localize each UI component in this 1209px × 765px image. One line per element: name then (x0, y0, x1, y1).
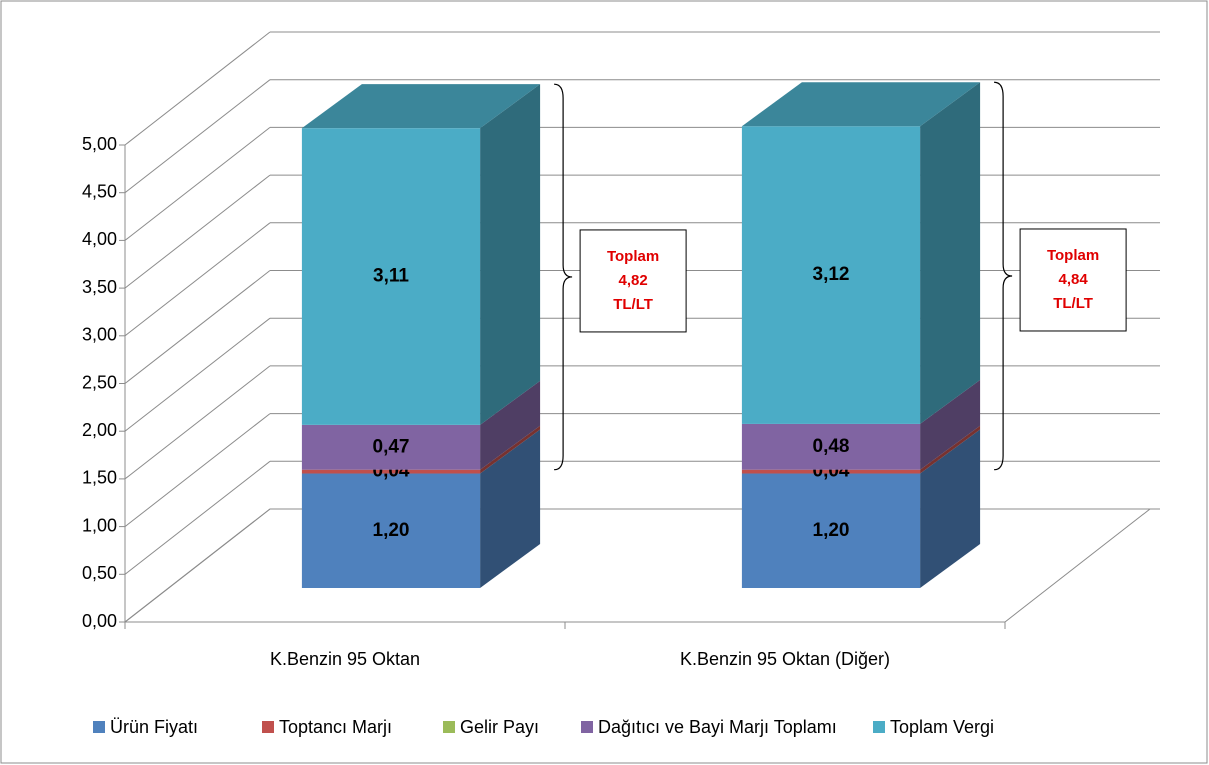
bar-side (480, 429, 541, 588)
value-label: 0,47 (373, 436, 410, 457)
bar (741, 423, 921, 470)
grid-line (124, 270, 271, 384)
bar-side (920, 425, 981, 474)
y-tick-label: 2,00 (82, 420, 117, 440)
legend-label: Toplam Vergi (890, 717, 994, 737)
grid-line (124, 317, 271, 432)
annotation-box (579, 229, 687, 333)
bar-segment (301, 380, 541, 470)
y-tick-label: 1,00 (82, 515, 117, 535)
grid-line (124, 460, 271, 575)
x-tick-label: K.Benzin 95 Oktan (Diğer) (680, 649, 890, 669)
grid-line (124, 222, 271, 337)
bar (741, 473, 921, 588)
grid-line (124, 79, 271, 194)
legend-swatch (93, 721, 105, 733)
y-tick-label: 0,50 (82, 563, 117, 583)
legend-label: Toptancı Marjı (279, 717, 392, 737)
bar-segment (301, 84, 541, 425)
value-label: 0,48 (813, 436, 850, 457)
bar-segment (741, 429, 981, 588)
y-tick-label: 5,00 (82, 134, 117, 154)
bar-side (920, 429, 981, 588)
bar (741, 469, 921, 474)
bar-segment (741, 82, 981, 424)
legend-swatch (262, 721, 274, 733)
annotation-text: TL/LT (1053, 295, 1093, 312)
annotation-text: 4,82 (618, 272, 647, 289)
legend-label: Gelir Payı (460, 717, 539, 737)
grid-line (124, 127, 271, 241)
bar (301, 424, 481, 470)
annotation-text: 4,84 (1058, 271, 1088, 288)
bar-segment (741, 425, 981, 474)
value-label: 1,20 (813, 520, 850, 541)
bar (301, 473, 481, 588)
bar-segment (741, 379, 981, 470)
annotation-box (1019, 228, 1127, 332)
bar-segment (301, 425, 541, 474)
grid-line (124, 508, 271, 623)
annotation-text: TL/LT (613, 296, 653, 313)
value-label: 1,20 (373, 520, 410, 541)
brace (994, 81, 1013, 471)
bar-side (480, 380, 541, 470)
y-tick-label: 4,50 (82, 181, 117, 201)
x-tick-label: K.Benzin 95 Oktan (270, 649, 420, 669)
bar-side (480, 425, 541, 474)
y-tick-label: 1,50 (82, 468, 117, 488)
bar (301, 128, 481, 425)
legend-swatch (443, 721, 455, 733)
value-label: 3,11 (373, 266, 409, 287)
legend-label: Ürün Fiyatı (110, 717, 198, 737)
legend-swatch (581, 721, 593, 733)
y-tick-label: 4,00 (82, 229, 117, 249)
grid-line (124, 365, 271, 480)
brace (554, 83, 573, 471)
legend-swatch (873, 721, 885, 733)
bar (301, 469, 481, 474)
annotation-text: Toplam (1047, 247, 1099, 264)
y-tick-label: 3,50 (82, 277, 117, 297)
annotation-text: Toplam (607, 248, 659, 265)
bar-top (301, 84, 541, 129)
y-tick-label: 3,00 (82, 325, 117, 345)
grid-line (124, 31, 271, 146)
bar-side (480, 84, 541, 425)
bar-segment (301, 429, 541, 588)
bar (741, 126, 921, 424)
bar-side (920, 82, 981, 424)
bar-top (741, 82, 981, 127)
grid-line (124, 174, 271, 289)
bar-side (920, 379, 981, 470)
legend-label: Dağıtıcı ve Bayi Marjı Toplamı (598, 717, 837, 737)
y-tick-label: 0,00 (82, 611, 117, 631)
grid-line (124, 413, 271, 527)
y-tick-label: 2,50 (82, 372, 117, 392)
value-label: 3,12 (813, 264, 850, 285)
